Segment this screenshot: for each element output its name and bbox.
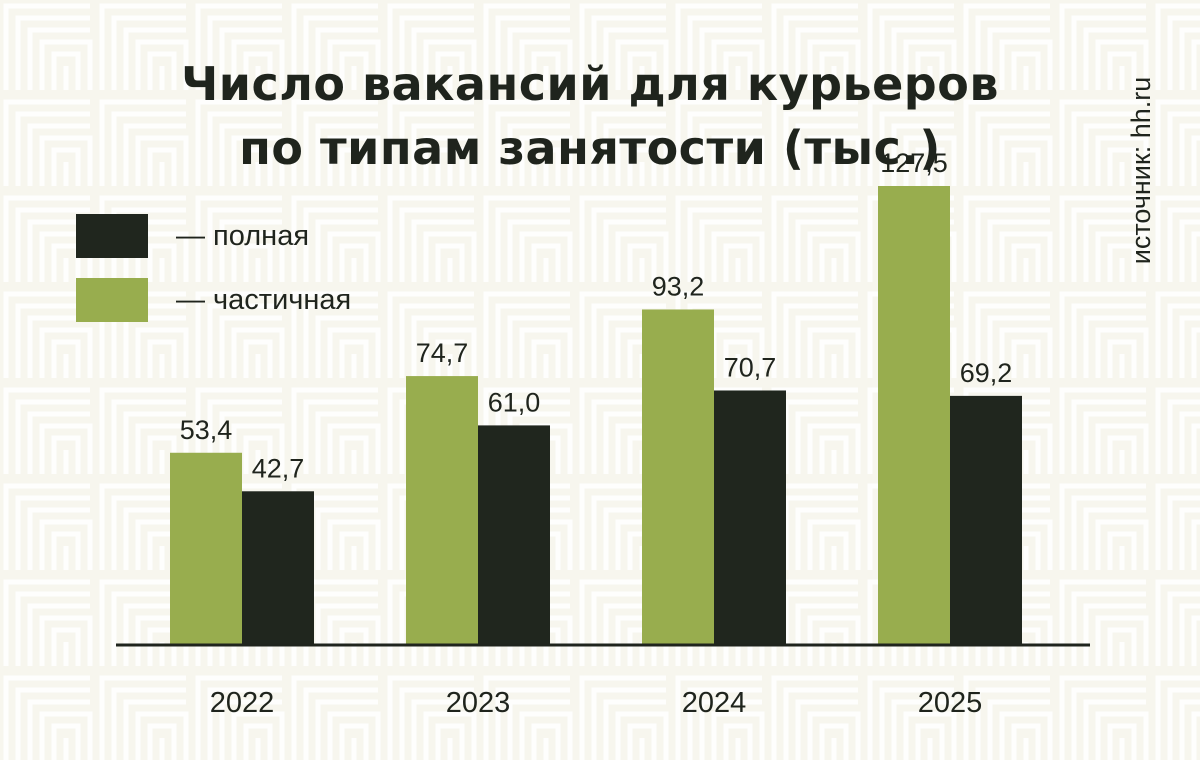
x-tick-label-2025: 2025 <box>918 687 983 719</box>
bar-partial-2025 <box>878 186 950 645</box>
bar-full-2023 <box>478 425 550 645</box>
legend-item-partial: — частичная <box>76 278 351 322</box>
bar-partial-2022 <box>170 452 242 645</box>
chart-title-line-1: Число вакансий для курьеров <box>181 57 999 111</box>
data-label-partial-2024: 93,2 <box>652 271 705 301</box>
legend-swatch-partial <box>76 278 148 322</box>
data-label-partial-2023: 74,7 <box>416 338 469 368</box>
x-tick-label-2023: 2023 <box>446 687 511 719</box>
bar-full-2022 <box>242 491 314 645</box>
chart-title-line-2: по типам занятости (тыс.) <box>239 121 941 175</box>
data-label-full-2023: 61,0 <box>488 387 541 417</box>
data-label-partial-2022: 53,4 <box>180 415 233 445</box>
legend-label-full: — полная <box>176 219 310 252</box>
bar-partial-2023 <box>406 376 478 645</box>
x-tick-label-2022: 2022 <box>210 687 275 719</box>
bar-full-2024 <box>714 390 786 645</box>
bar-partial-2024 <box>642 309 714 645</box>
x-tick-label-2024: 2024 <box>682 687 747 719</box>
legend-swatch-full <box>76 214 148 258</box>
legend-label-partial: — частичная <box>176 283 352 316</box>
bar-full-2025 <box>950 395 1022 645</box>
data-label-full-2024: 70,7 <box>724 352 777 382</box>
data-label-full-2025: 69,2 <box>960 358 1013 388</box>
data-label-partial-2025: 127,5 <box>880 148 948 178</box>
legend-item-full: — полная <box>76 214 309 258</box>
chart-title: Число вакансий для курьеров по типам зан… <box>0 52 1180 180</box>
data-label-full-2022: 42,7 <box>252 453 305 483</box>
